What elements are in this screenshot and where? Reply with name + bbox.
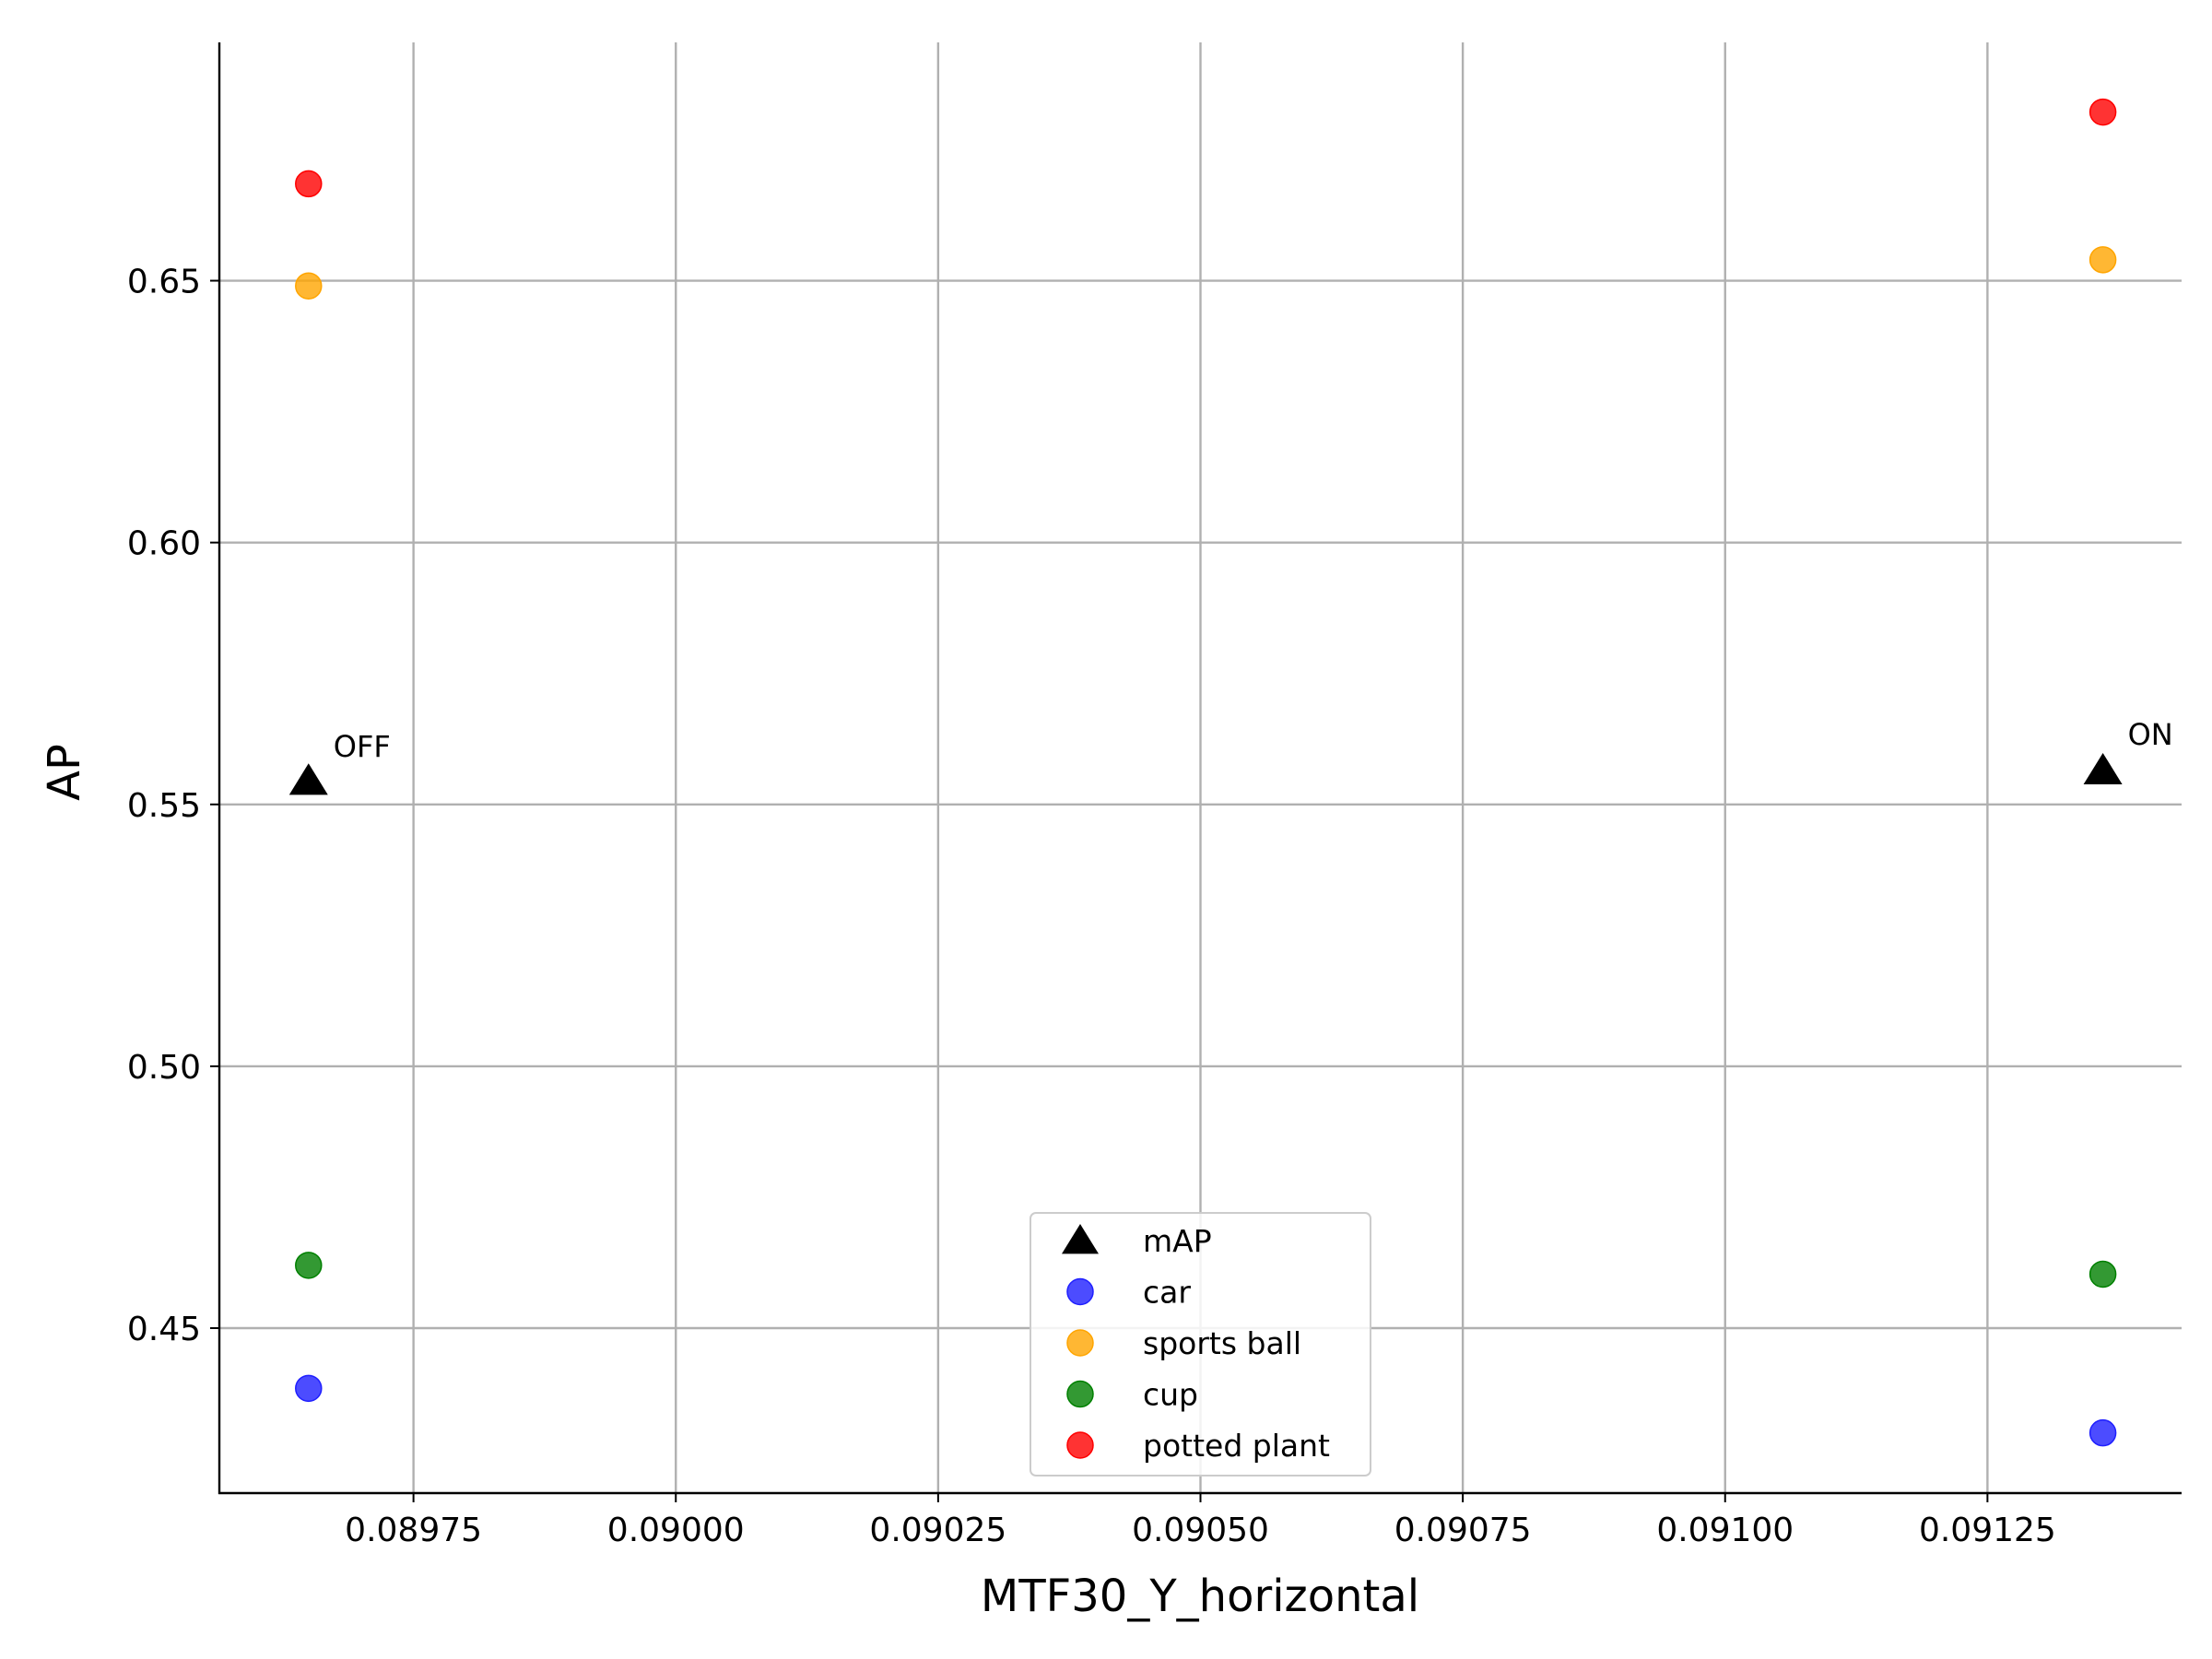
y-axis-label: AP (39, 744, 90, 801)
cup-point (295, 1252, 323, 1279)
x-tick-label: 0.09100 (1656, 1512, 1794, 1549)
map-point (2083, 752, 2123, 784)
legend-label: car (1143, 1275, 1191, 1311)
annotation-label: ON (2128, 717, 2173, 752)
legend-marker (1066, 1380, 1094, 1408)
legend-marker (1066, 1431, 1094, 1459)
sports-ball-point (2088, 246, 2117, 274)
legend-marker (1066, 1277, 1094, 1306)
grid (219, 42, 2182, 1493)
x-tick-label: 0.09125 (1919, 1512, 2056, 1549)
x-tick-label: 0.09050 (1132, 1512, 1269, 1549)
legend-label: potted plant (1143, 1428, 1330, 1464)
x-axis-label: MTF30_Y_horizontal (981, 1571, 1419, 1622)
legend-label: sports ball (1143, 1325, 1301, 1361)
x-tick-label: 0.09025 (869, 1512, 1006, 1549)
y-tick-label: 0.60 (127, 525, 201, 563)
tick-labels: 0.08975 0.09000 0.09025 0.09050 0.09075 0.091… (127, 264, 2056, 1549)
potted-plant-point (295, 170, 323, 198)
annotation-label: OFF (334, 729, 391, 764)
legend-label: mAP (1143, 1223, 1212, 1259)
y-tick-label: 0.50 (127, 1049, 201, 1087)
x-tick-label: 0.08975 (345, 1512, 482, 1549)
y-tick-label: 0.45 (127, 1311, 201, 1348)
y-tick-label: 0.55 (127, 787, 201, 825)
axes (210, 42, 2182, 1502)
annotations: OFF ON (334, 717, 2173, 764)
map-point (288, 763, 328, 795)
legend-marker (1066, 1329, 1094, 1357)
potted-plant-point (2088, 98, 2117, 126)
sports-ball-point (295, 272, 323, 300)
legend-marker (1062, 1224, 1099, 1254)
cup-point (2088, 1260, 2117, 1288)
x-tick-label: 0.09000 (607, 1512, 745, 1549)
legend: mAP car sports ball cup potted plant (1030, 1212, 1371, 1477)
y-tick-label: 0.65 (127, 264, 201, 301)
car-point (2088, 1418, 2117, 1447)
car-point (295, 1374, 323, 1403)
legend-box (1030, 1212, 1371, 1477)
legend-label: cup (1143, 1377, 1198, 1413)
x-tick-label: 0.09075 (1394, 1512, 1532, 1549)
data-points (288, 98, 2123, 1447)
